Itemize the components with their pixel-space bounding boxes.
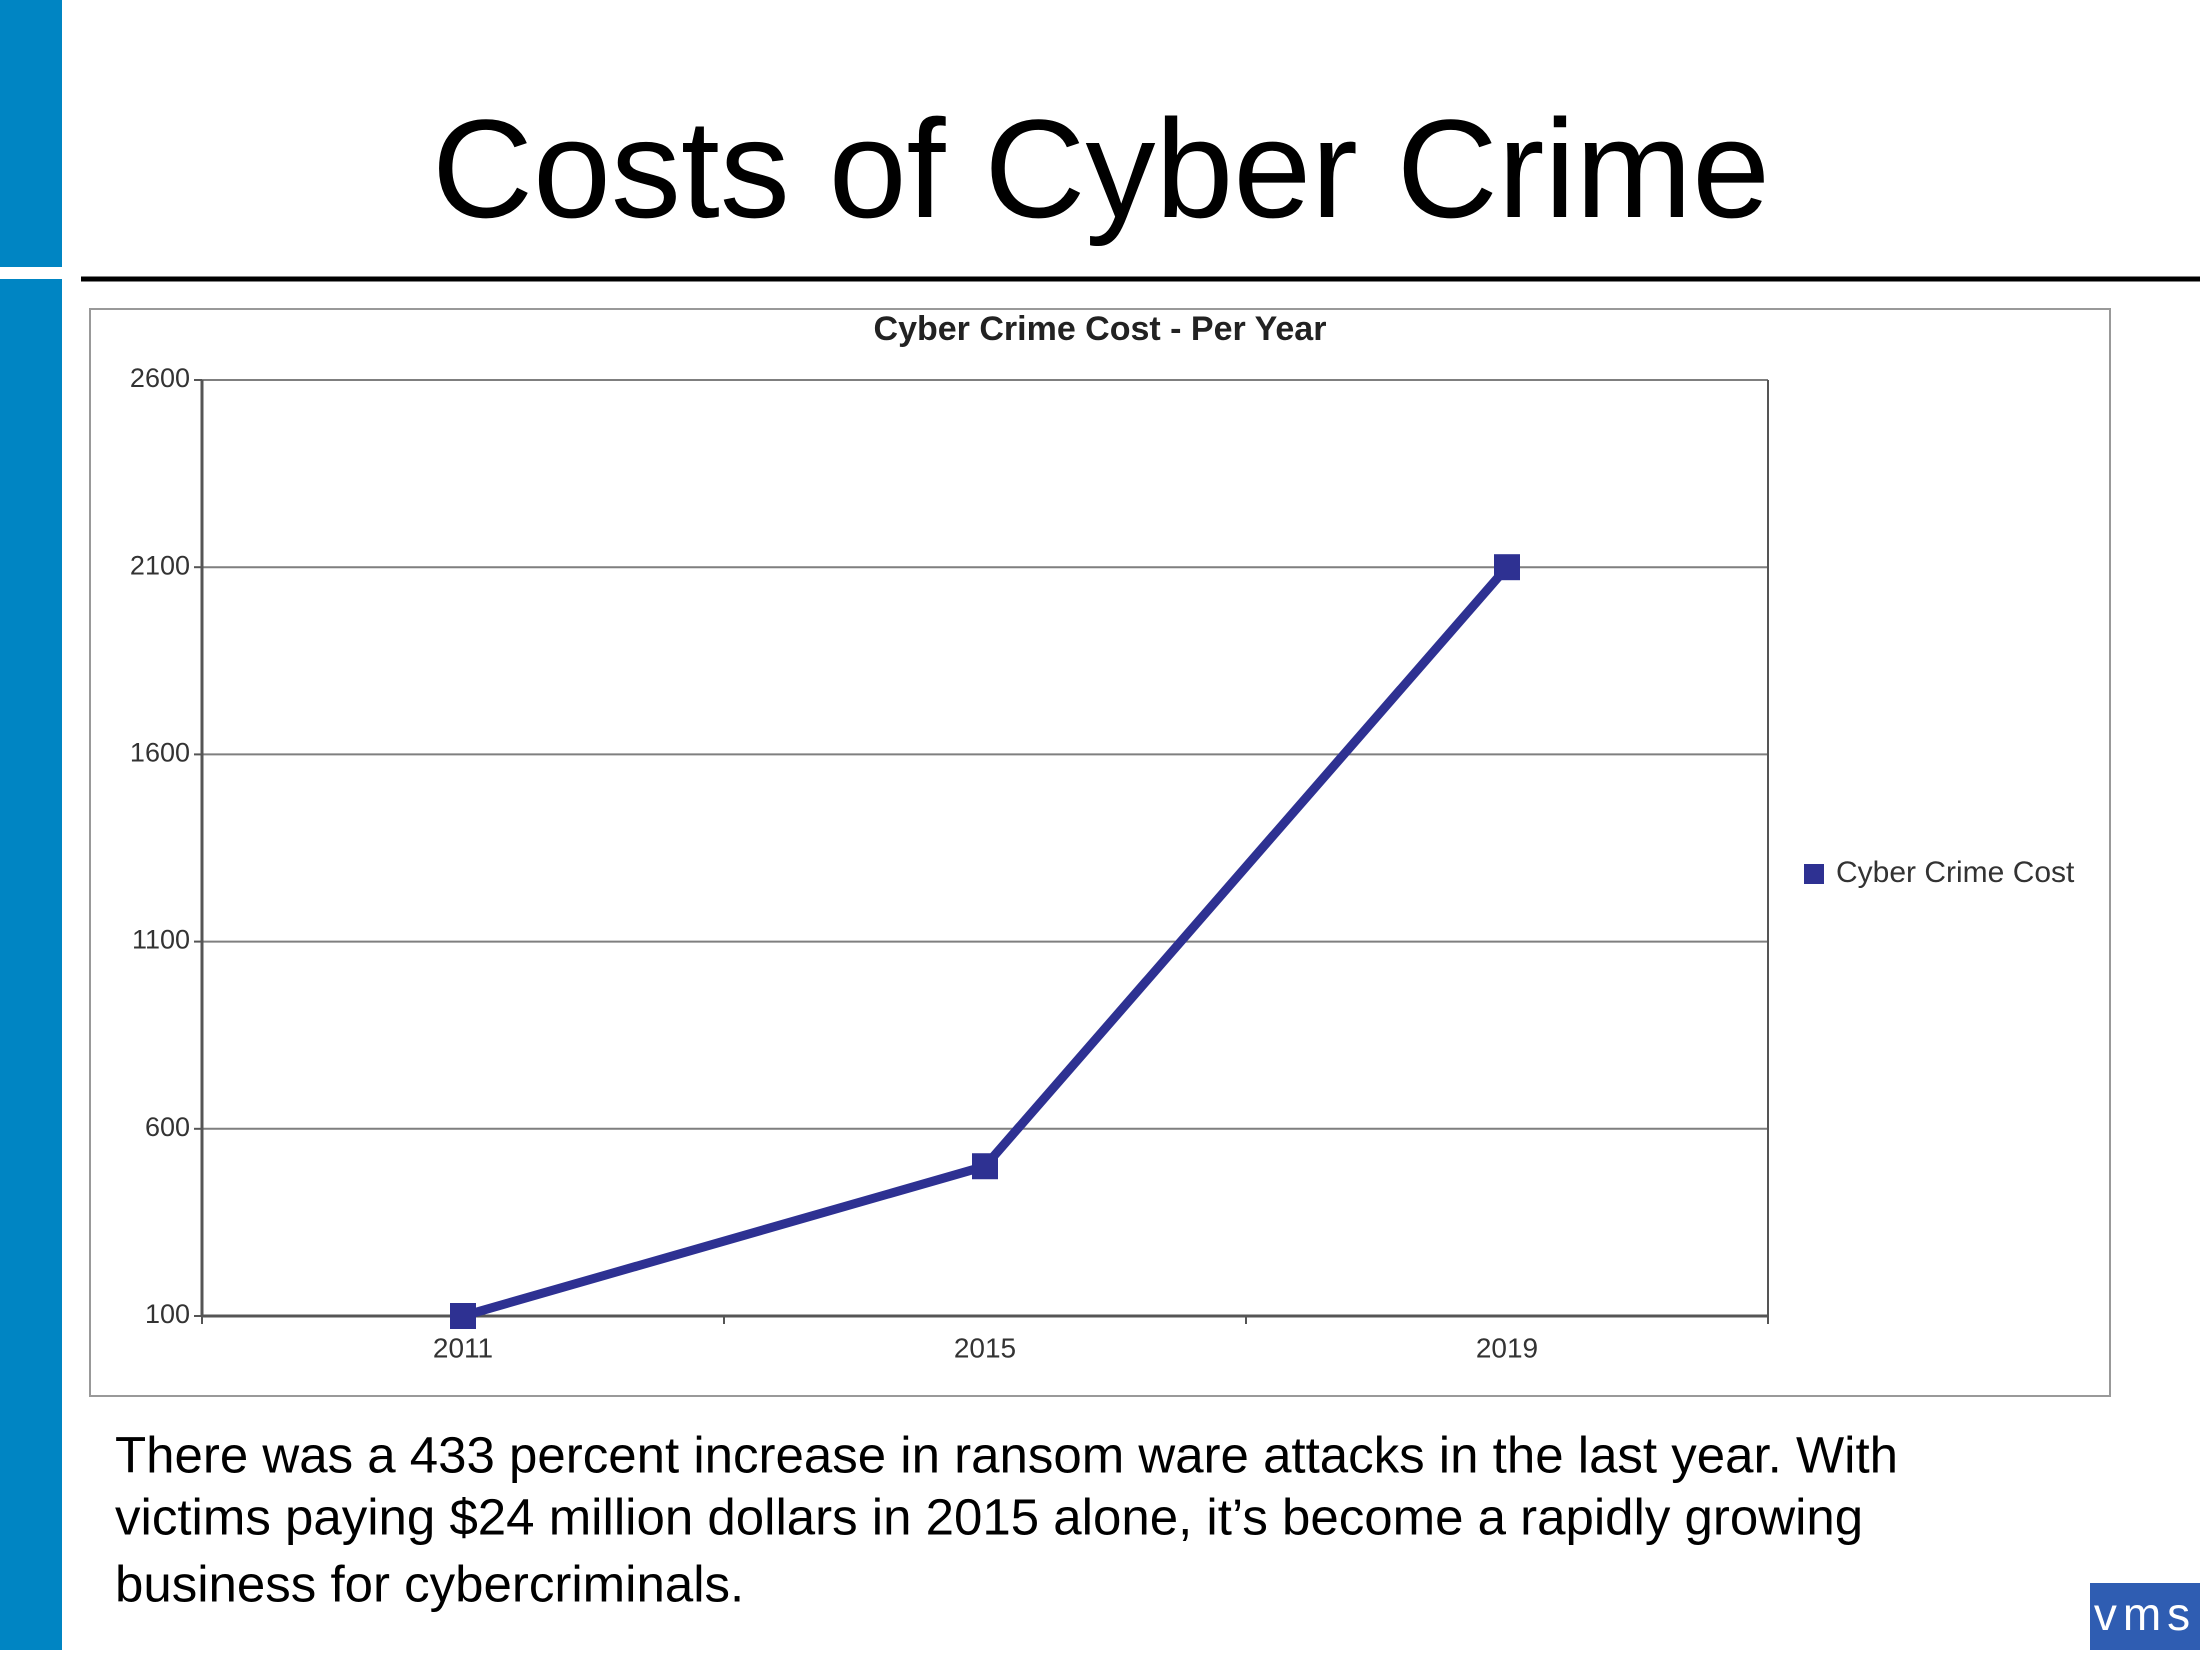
y-tick-label: 1600	[130, 738, 190, 768]
legend-label: Cyber Crime Cost	[1836, 856, 2075, 889]
x-tick-label: 2015	[954, 1332, 1016, 1363]
x-tick-label: 2019	[1476, 1332, 1538, 1363]
slide-title: Costs of Cyber Crime	[432, 90, 1770, 247]
x-tick-label: 2011	[433, 1332, 493, 1363]
logo-box	[2090, 1583, 2200, 1650]
y-tick-label: 100	[145, 1299, 190, 1329]
chart-title: Cyber Crime Cost - Per Year	[874, 310, 1327, 348]
data-point	[450, 1303, 476, 1329]
side-bar	[0, 279, 62, 1650]
legend-marker	[1804, 864, 1824, 884]
y-tick-label: 2100	[130, 550, 190, 580]
body-text: There was a 433 percent increase in rans…	[115, 1426, 1898, 1483]
data-point	[972, 1153, 998, 1180]
side-bar	[0, 0, 62, 267]
chart-frame	[89, 308, 2111, 1397]
data-point	[1494, 554, 1520, 581]
logo: vms	[2094, 1588, 2196, 1640]
plot: 100 600 1100 1600 2100 2600 2011 2015 2019 Cyber …	[130, 363, 2075, 1363]
y-tick-label: 600	[145, 1112, 190, 1142]
body-text: victims paying $24 million dollars in 20…	[115, 1488, 1863, 1545]
y-tick-label: 1100	[132, 925, 190, 955]
y-tick-label: 2600	[130, 363, 190, 393]
body-text: business for cybercriminals.	[115, 1555, 744, 1612]
